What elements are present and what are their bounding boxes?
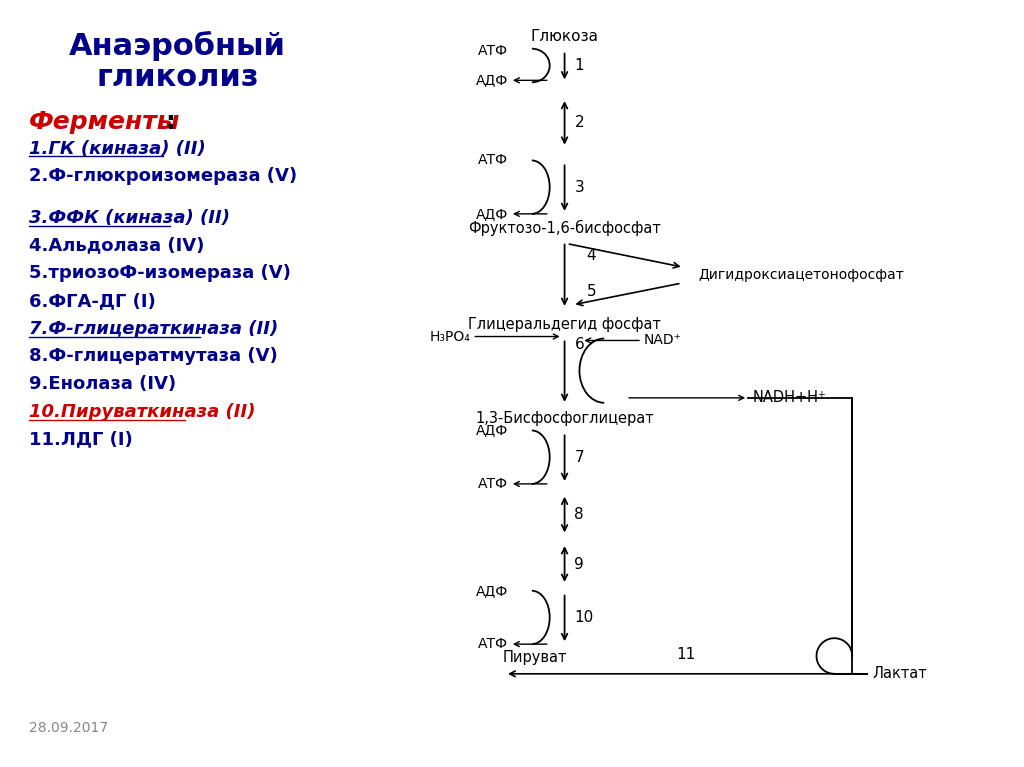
Text: Глюкоза: Глюкоза xyxy=(530,29,599,44)
Text: 6.ФГА-ДГ (I): 6.ФГА-ДГ (I) xyxy=(29,292,156,310)
Text: 11: 11 xyxy=(677,647,695,662)
Text: 9: 9 xyxy=(574,557,585,571)
Text: 10.Пируваткиназа (II): 10.Пируваткиназа (II) xyxy=(29,403,255,421)
Text: АДФ: АДФ xyxy=(476,423,508,437)
Text: 1: 1 xyxy=(574,58,584,73)
Text: АДФ: АДФ xyxy=(476,584,508,597)
Text: 4.Альдолаза (IV): 4.Альдолаза (IV) xyxy=(29,236,205,255)
Text: 5.триозоФ-изомераза (V): 5.триозоФ-изомераза (V) xyxy=(29,265,291,282)
Text: 1,3-Бисфосфоглицерат: 1,3-Бисфосфоглицерат xyxy=(475,410,654,426)
Text: АДФ: АДФ xyxy=(476,74,508,87)
Text: Анаэробный: Анаэробный xyxy=(70,31,287,61)
Text: 1.ГК (киназа) (II): 1.ГК (киназа) (II) xyxy=(29,140,206,158)
Text: Ферменты: Ферменты xyxy=(29,110,180,134)
Text: АТФ: АТФ xyxy=(478,44,508,58)
Text: гликолиз: гликолиз xyxy=(96,63,259,91)
Text: 8: 8 xyxy=(574,507,584,522)
Text: Дигидроксиацетонофосфат: Дигидроксиацетонофосфат xyxy=(698,268,904,282)
Text: 9.Енолаза (IV): 9.Енолаза (IV) xyxy=(29,375,176,393)
Text: АДФ: АДФ xyxy=(476,207,508,221)
Text: :: : xyxy=(165,110,175,134)
Text: 4: 4 xyxy=(587,248,596,263)
Text: NADH+H⁺: NADH+H⁺ xyxy=(753,390,826,405)
Text: 11.ЛДГ (I): 11.ЛДГ (I) xyxy=(29,430,133,449)
Text: Фруктозо-1,6-бисфосфат: Фруктозо-1,6-бисфосфат xyxy=(468,220,660,236)
Text: АТФ: АТФ xyxy=(478,153,508,167)
Text: Глицеральдегид фосфат: Глицеральдегид фосфат xyxy=(468,317,662,332)
Text: 3.ФФК (киназа) (II): 3.ФФК (киназа) (II) xyxy=(29,209,230,227)
Text: АТФ: АТФ xyxy=(478,637,508,651)
Text: 7.Ф-глицераткиназа (II): 7.Ф-глицераткиназа (II) xyxy=(29,320,279,337)
Text: 6: 6 xyxy=(574,337,585,352)
Text: 8.Ф-глицератмутаза (V): 8.Ф-глицератмутаза (V) xyxy=(29,347,278,365)
Text: 2: 2 xyxy=(574,115,584,130)
Text: 10: 10 xyxy=(574,610,594,625)
Text: 28.09.2017: 28.09.2017 xyxy=(29,721,109,735)
Text: 2.Ф-глюкроизомераза (V): 2.Ф-глюкроизомераза (V) xyxy=(29,167,297,186)
Text: 5: 5 xyxy=(587,284,596,298)
Text: NAD⁺: NAD⁺ xyxy=(644,334,682,347)
Text: Лактат: Лактат xyxy=(872,667,927,681)
Text: АТФ: АТФ xyxy=(478,477,508,491)
Text: 3: 3 xyxy=(574,179,585,195)
Text: H₃PO₄: H₃PO₄ xyxy=(429,330,470,344)
Text: Пируват: Пируват xyxy=(503,650,567,665)
Text: 7: 7 xyxy=(574,449,584,465)
